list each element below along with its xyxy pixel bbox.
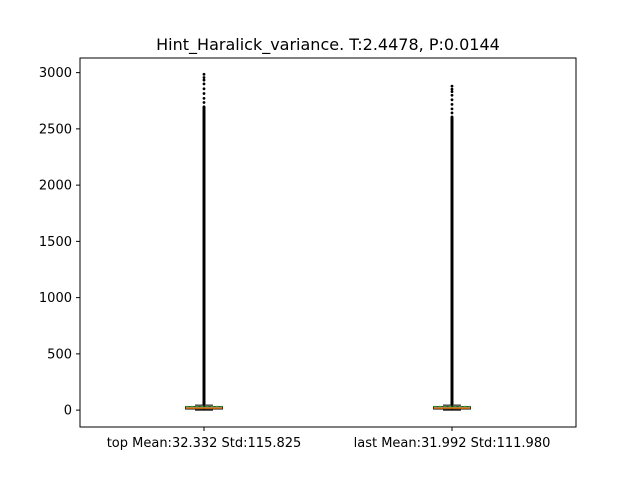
outlier-point [450, 111, 454, 115]
box-last [433, 84, 471, 411]
outlier-point [202, 72, 206, 76]
chart-title: Hint_Haralick_variance. T:2.4478, P:0.01… [156, 35, 500, 55]
y-axis: 0 500 1000 1500 2000 2500 3000 [39, 66, 80, 419]
plot-area-frame [79, 57, 577, 428]
outlier-point [450, 93, 454, 97]
outlier-point [202, 78, 206, 82]
y-tick-label: 1500 [39, 235, 72, 250]
outlier-point [202, 96, 206, 100]
outlier-point [450, 90, 454, 93]
outlier-point [450, 98, 454, 102]
outlier-point [450, 115, 454, 119]
y-tick-label: 500 [47, 347, 72, 362]
box-top [185, 72, 223, 411]
outlier-point [202, 101, 206, 104]
outlier-point [202, 82, 206, 86]
outlier-point [202, 76, 206, 79]
outlier-point [450, 87, 454, 91]
x-axis: top Mean:32.332 Std:115.825 last Mean:31.… [107, 427, 551, 451]
x-tick-label: last Mean:31.992 Std:111.980 [354, 436, 551, 451]
y-tick-label: 2000 [39, 179, 72, 194]
outlier-point [450, 84, 454, 88]
outlier-point [202, 92, 206, 95]
boxes-group [185, 72, 471, 411]
y-tick-label: 0 [64, 404, 72, 419]
x-tick-label: top Mean:32.332 Std:115.825 [107, 436, 302, 451]
outlier-point [202, 87, 206, 91]
y-tick-label: 1000 [39, 291, 72, 306]
outlier-point [450, 107, 454, 111]
outlier-point [450, 102, 454, 106]
outlier-point [202, 105, 206, 109]
y-tick-label: 3000 [39, 66, 72, 81]
y-tick-label: 2500 [39, 122, 72, 137]
